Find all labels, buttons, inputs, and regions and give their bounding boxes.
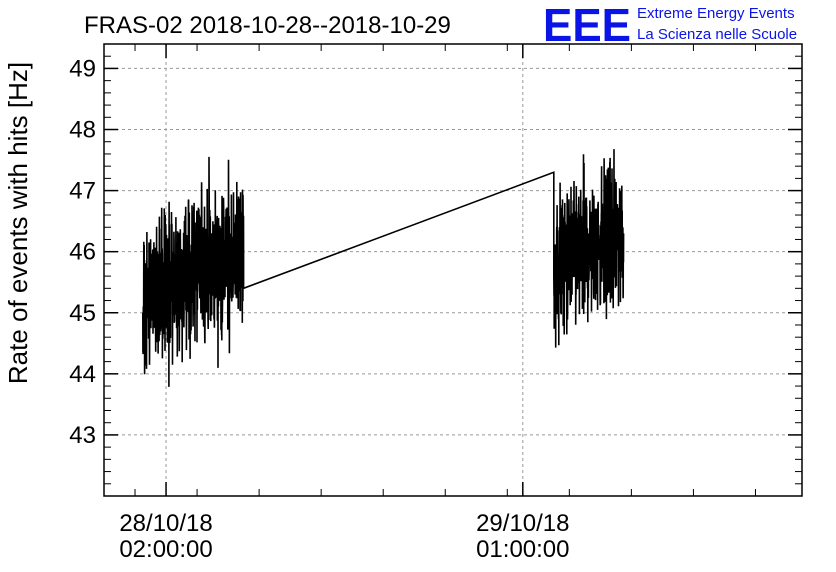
eee-logo: EEE Extreme Energy Events La Scienza nel… xyxy=(543,0,797,51)
x-tick-date: 29/10/18 xyxy=(476,510,569,537)
y-tick-labels: 43 44 45 46 47 48 49 xyxy=(69,55,96,448)
x-tick-date: 28/10/18 xyxy=(119,510,212,537)
y-tick-label: 43 xyxy=(69,422,96,449)
y-tick-label: 49 xyxy=(69,55,96,82)
logo-letters: EEE xyxy=(543,0,631,51)
y-tick-label: 47 xyxy=(69,178,96,205)
plot-frame xyxy=(103,43,803,497)
x-tick-time: 02:00:00 xyxy=(119,536,212,563)
axes xyxy=(103,43,803,497)
y-tick-label: 44 xyxy=(69,361,96,388)
y-tick-label: 46 xyxy=(69,239,96,266)
rate-series-line xyxy=(142,149,625,387)
logo-line-2: La Scienza nelle Scuole xyxy=(637,26,797,43)
logo-line-1: Extreme Energy Events xyxy=(637,5,795,22)
y-tick-label: 48 xyxy=(69,117,96,144)
y-axis-label: Rate of events with hits [Hz] xyxy=(3,62,33,384)
y-tick-label: 45 xyxy=(69,300,96,327)
series-group xyxy=(142,149,625,387)
chart-title: FRAS-02 2018-10-28--2018-10-29 xyxy=(84,12,451,39)
x-tick-time: 01:00:00 xyxy=(476,536,569,563)
